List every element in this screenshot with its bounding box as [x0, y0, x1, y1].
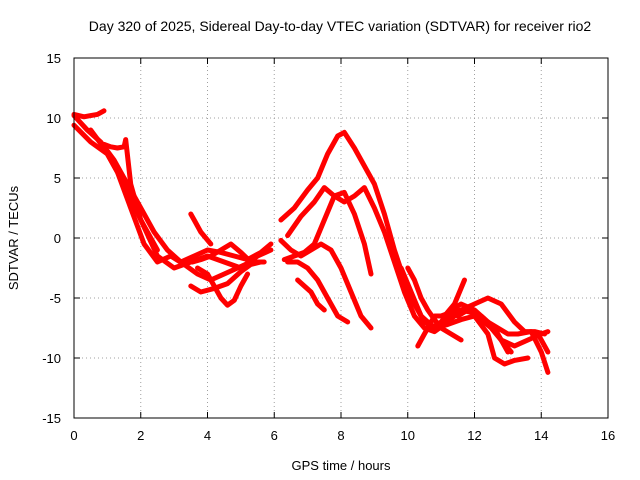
x-tick-label: 4 [204, 428, 211, 443]
data-series [71, 108, 551, 375]
grid [74, 58, 608, 418]
y-axis-label: SDTVAR / TECUs [6, 185, 21, 290]
plot-frame [73, 57, 609, 419]
series-track-4 [88, 127, 267, 283]
series-track-13 [278, 237, 374, 331]
x-tick-label: 16 [601, 428, 615, 443]
y-tick-label: 5 [54, 171, 61, 186]
series-track-1 [71, 108, 107, 120]
series-track-17 [391, 253, 531, 367]
series-track-2 [71, 113, 274, 265]
x-tick-label: 0 [70, 428, 77, 443]
y-tick-label: 10 [47, 111, 61, 126]
series-track-11 [285, 185, 511, 355]
series-track-5 [101, 137, 160, 253]
x-tick-label: 10 [401, 428, 415, 443]
series-track-14 [285, 259, 351, 325]
x-tick-label: 12 [467, 428, 481, 443]
series-track-7 [195, 265, 251, 308]
series-track-22 [535, 331, 551, 355]
series-track-9 [188, 211, 214, 247]
y-tick-label: -5 [49, 291, 61, 306]
axis-ticks: 0 2 4 6 8 10 12 14 16 -15 -10 -5 0 5 10 15 [42, 51, 615, 443]
x-tick-label: 2 [137, 428, 144, 443]
x-tick-label: 8 [337, 428, 344, 443]
series-track-21 [438, 307, 514, 355]
y-tick-label: -10 [42, 351, 61, 366]
x-axis-label: GPS time / hours [292, 458, 391, 473]
series-track-15 [295, 277, 327, 313]
y-tick-label: -15 [42, 411, 61, 426]
y-tick-label: 15 [47, 51, 61, 66]
y-tick-label: 0 [54, 231, 61, 246]
series-track-8 [190, 241, 254, 265]
chart-title: Day 320 of 2025, Sidereal Day-to-day VTE… [89, 18, 592, 34]
x-tick-label: 14 [534, 428, 548, 443]
x-tick-label: 6 [271, 428, 278, 443]
series-track-19 [405, 265, 464, 343]
